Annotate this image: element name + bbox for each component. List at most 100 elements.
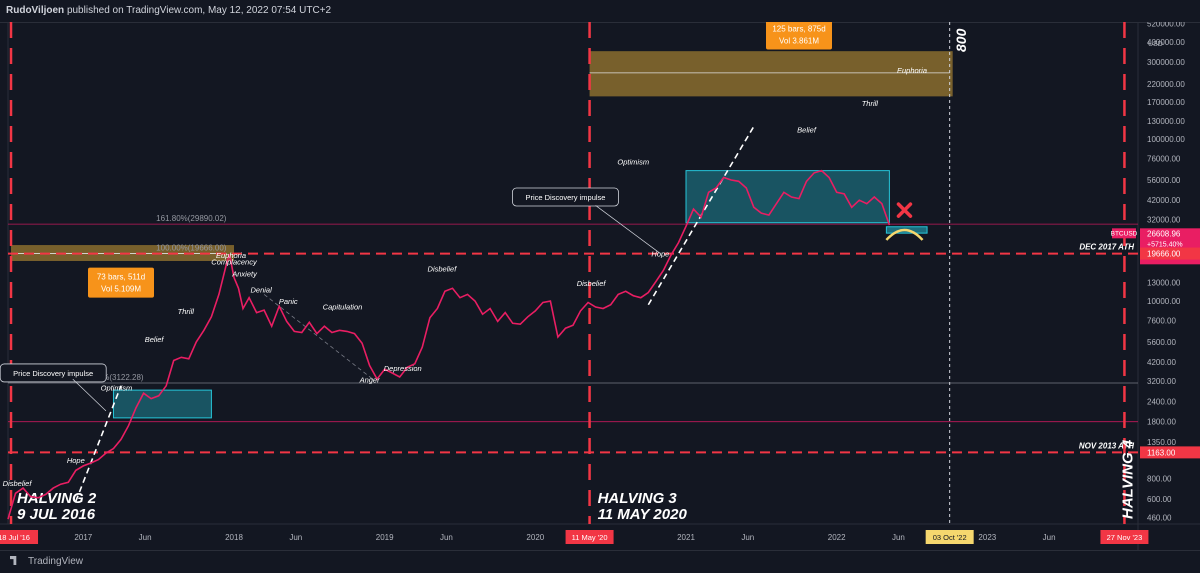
target-box-2022 (589, 51, 953, 97)
x-tick-label: 2023 (978, 533, 996, 542)
measure-label-line2: Vol 5.109M (101, 285, 141, 294)
cycle-label: Euphoria (897, 66, 927, 75)
y-tick-label: 800.00 (1147, 475, 1172, 484)
cycle-label: Optimism (101, 384, 133, 393)
consolidation-box-2017 (112, 389, 212, 419)
y-tick-label: 32000.00 (1147, 215, 1181, 224)
yellow-curve-icon (885, 228, 924, 241)
symbol-tag-bg (1112, 228, 1136, 239)
callout-box (0, 363, 107, 383)
price-tag-change: +5715.40% (1147, 241, 1183, 248)
y-tick-label: 1350.00 (1147, 438, 1176, 447)
level-label: DEC 2017 ATH (1079, 243, 1134, 252)
y-tick-label: 3200.00 (1147, 377, 1176, 386)
x-tick-label: 2019 (376, 533, 394, 542)
y-axis-label: USD (1148, 41, 1163, 48)
y-tick-label: 5600.00 (1147, 338, 1176, 347)
cycle-label: Disbelief (3, 479, 33, 488)
level-tag-bg (1140, 446, 1200, 459)
brand-label: TradingView (28, 556, 84, 567)
halving-2-title: HALVING 2 (17, 490, 97, 507)
halving-3-date: 11 MAY 2020 (598, 506, 688, 523)
x-badge-bg (565, 530, 614, 544)
x-tick-label: Jun (1043, 533, 1056, 542)
x-badge-label: 03 Oct '22 (933, 533, 967, 542)
y-tick-label: 76000.00 (1147, 155, 1181, 164)
cycle-label: Disbelief (428, 265, 458, 274)
y-tick-label: 1800.00 (1147, 418, 1176, 427)
x-badge-label: 27 Nov '23 (1107, 533, 1143, 542)
x-tick-label: Jun (289, 533, 302, 542)
cycle-label: Euphoria (216, 251, 246, 260)
cycle-label: Anxiety (231, 269, 258, 278)
publish-date: published on TradingView.com, May 12, 20… (66, 5, 332, 16)
y-tick-label: 300000.00 (1147, 58, 1185, 67)
y-tick-label: 100000.00 (1147, 135, 1185, 144)
level-label: NOV 2013 ATH (1079, 441, 1134, 450)
cycle-label: Belief (145, 335, 165, 344)
cycle-label: Belief (797, 126, 817, 135)
fib-label: 161.80%(29890.02) (156, 214, 227, 223)
chart-footer: TradingView (0, 550, 1200, 573)
publish-info: RudoViljoen published on TradingView.com… (6, 5, 331, 16)
chart-area[interactable]: USD 520000.00 400000.00 300000.00 220000.00 1… (0, 22, 1200, 550)
cycle-label: Disbelief (577, 279, 607, 288)
y-tick-label: 42000.00 (1147, 196, 1181, 205)
level-tag-value: 1163.00 (1147, 448, 1176, 457)
symbol-tag: BTCUSD (1111, 230, 1138, 237)
cycle-label: Depression (384, 364, 422, 373)
tradingview-logo[interactable]: TradingView (10, 556, 83, 567)
plot-frame (7, 22, 1139, 525)
chart-header: RudoViljoen published on TradingView.com… (0, 0, 1200, 23)
y-tick-label: 400000.00 (1147, 38, 1185, 47)
measure-label-line2: Vol 3.861M (779, 37, 819, 46)
callout-text: Price Discovery impulse (13, 369, 93, 378)
halving-3-title: HALVING 3 (598, 490, 678, 507)
x-tick-label: 2021 (677, 533, 695, 542)
cycle-label: Thrill (178, 307, 195, 316)
x-badge-bg (925, 530, 974, 544)
measure-label-box (88, 267, 154, 298)
y-tick-label: 56000.00 (1147, 176, 1181, 185)
cycle-label: Capitulation (323, 302, 363, 311)
y-tick-label: 520000.00 (1147, 22, 1185, 28)
x-badge-bg (0, 530, 39, 544)
y-tick-label: 4200.00 (1147, 358, 1176, 367)
cycle-label: Optimism (617, 157, 649, 166)
vertical-note: 800 (953, 28, 969, 52)
x-tick-label: Jun (892, 533, 905, 542)
cycle-label: Thrill (862, 99, 879, 108)
consolidation-box-2021 (685, 170, 890, 224)
x-tick-label: Jun (139, 533, 152, 542)
callout-box (512, 187, 619, 207)
y-tick-label: 10000.00 (1147, 297, 1181, 306)
y-tick-label: 13000.00 (1147, 279, 1181, 288)
price-line (7, 169, 891, 520)
bear-trend-dashes (263, 294, 373, 380)
cross-icon (896, 202, 913, 218)
measure-label-box (766, 22, 832, 50)
x-badge-label: 11 May '20 (572, 533, 608, 542)
x-badge-label: 18 Jul '16 (0, 533, 30, 542)
x-tick-label: 2020 (526, 533, 544, 542)
x-tick-label: Jun (440, 533, 453, 542)
y-tick-label: 2400.00 (1147, 397, 1176, 406)
cycle-label: Hope (67, 456, 85, 465)
level-tag-bg (1140, 247, 1200, 260)
callout-pointer (72, 378, 107, 412)
x-tick-label: Jun (741, 533, 754, 542)
cycle-label: Complacency (211, 258, 258, 267)
halving-4-title: HALVING 4 (1119, 439, 1136, 519)
cycle-label: Denial (250, 286, 272, 295)
y-tick-label: 170000.00 (1147, 98, 1185, 107)
cycle-label: Panic (279, 297, 298, 306)
price-chart[interactable]: USD 520000.00 400000.00 300000.00 220000.00 1… (0, 22, 1200, 550)
halving-2-date: 9 JUL 2016 (17, 506, 96, 523)
cycle-label: Hope (651, 250, 669, 259)
x-tick-label: 2018 (225, 533, 243, 542)
level-tag-value: 19666.00 (1147, 250, 1181, 259)
fib-label: 100.00%(19666.00) (156, 244, 227, 253)
author-name[interactable]: RudoViljoen (6, 5, 65, 16)
x-tick-label: 2017 (74, 533, 92, 542)
callout-pointer (595, 205, 661, 254)
